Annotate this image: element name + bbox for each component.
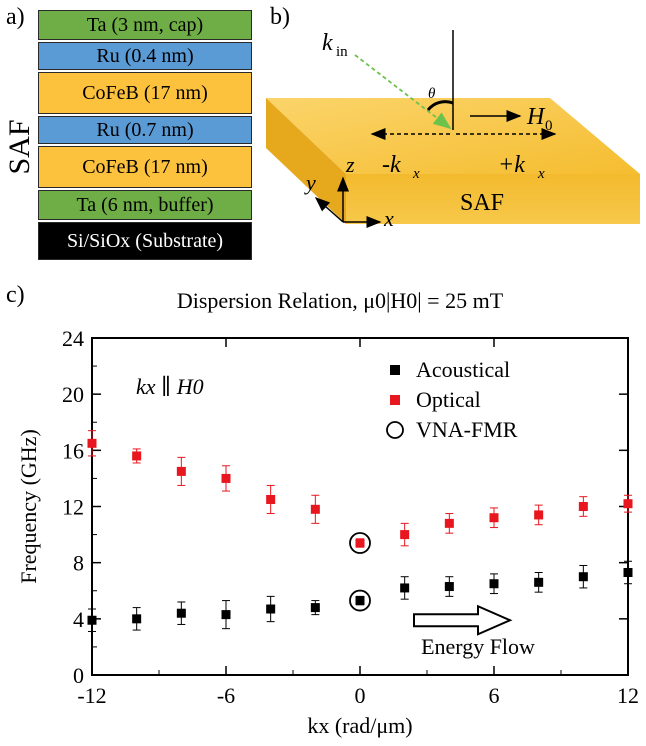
axis-y-text: y — [304, 170, 316, 195]
y-tick-label: 24 — [62, 326, 84, 351]
x-axis-label: kx (rad/μm) — [307, 713, 412, 738]
y-tick-label: 12 — [62, 495, 84, 520]
panel-b-label: b) — [270, 4, 290, 30]
theta-arc — [426, 100, 454, 111]
theta-text: θ — [428, 86, 436, 102]
layer-0: Ta (3 nm, cap) — [38, 10, 252, 40]
acoustical-point — [221, 610, 231, 620]
acoustical-point — [534, 577, 544, 587]
k-in-arrow — [354, 54, 452, 130]
y-axis-label: Frequency (GHz) — [16, 429, 41, 584]
optical-point — [221, 473, 231, 483]
vna-fmr-marker — [349, 532, 371, 554]
pos-kx-sub: x — [537, 166, 545, 182]
x-tick-label: 6 — [489, 683, 500, 708]
x-tick-label: -6 — [217, 683, 235, 708]
panel-a-label: a) — [6, 4, 25, 30]
x-tick-label: -12 — [77, 683, 106, 708]
energy-flow-label: Energy Flow — [421, 634, 535, 659]
y-tick-label: 0 — [73, 663, 84, 688]
optical-point — [534, 510, 544, 520]
y-tick-label: 20 — [62, 382, 84, 407]
optical-point — [310, 504, 320, 514]
h0-sub: 0 — [545, 118, 553, 134]
k-in-sub: in — [336, 44, 348, 60]
acoustical-point — [87, 615, 97, 625]
x-tick-label: 12 — [617, 683, 639, 708]
acoustical-point — [623, 567, 633, 577]
optical-point — [623, 499, 633, 509]
optical-point — [132, 451, 142, 461]
layer-6: Si/SiOx (Substrate) — [38, 222, 252, 260]
acoustical-point — [578, 572, 588, 582]
x-tick-label: 0 — [355, 683, 366, 708]
optical-point — [444, 518, 454, 528]
axis-z-text: z — [345, 152, 355, 177]
acoustical-point — [176, 608, 186, 618]
acoustical-point — [266, 604, 276, 614]
panel-c-label: c) — [6, 282, 25, 308]
acoustical-point — [355, 596, 365, 606]
acoustical-point — [444, 582, 454, 592]
y-tick-label: 16 — [62, 438, 84, 463]
legend-swatch — [386, 421, 404, 439]
axis-x-text: x — [383, 206, 394, 231]
acoustical-point — [400, 583, 410, 593]
neg-kx-sub: x — [412, 166, 420, 182]
optical-point — [578, 502, 588, 511]
layer-2: CoFeB (17 nm) — [38, 72, 252, 114]
slab-label: SAF — [460, 190, 504, 216]
optical-point — [176, 466, 186, 476]
legend-label: Optical — [416, 387, 481, 412]
acoustical-point — [489, 579, 499, 589]
vna-fmr-marker — [349, 589, 371, 612]
legend-swatch — [390, 365, 400, 375]
slab-top — [266, 98, 640, 174]
parallel-annotation: kx ∥ H0 — [136, 374, 204, 399]
optical-point — [266, 494, 276, 504]
legend-swatch — [390, 395, 400, 405]
optical-point — [489, 513, 499, 523]
layer-4: CoFeB (17 nm) — [38, 146, 252, 188]
slab-front — [346, 174, 640, 224]
y-tick-label: 4 — [73, 607, 84, 632]
energy-flow-arrow — [413, 604, 513, 636]
chart-title: Dispersion Relation, μ0|H0| = 25 mT — [177, 288, 504, 313]
k-in-text: k — [322, 30, 333, 56]
neg-kx-text: -k — [382, 152, 401, 178]
acoustical-point — [310, 603, 320, 613]
h0-text: H — [526, 104, 546, 130]
legend-label: Acoustical — [416, 357, 510, 382]
optical-point — [400, 530, 410, 540]
layer-5: Ta (6 nm, buffer) — [38, 190, 252, 220]
legend-label: VNA-FMR — [416, 417, 518, 442]
y-tick-label: 8 — [73, 551, 84, 576]
acoustical-point — [132, 614, 142, 624]
slab-left-side — [266, 98, 346, 224]
optical-point — [87, 438, 97, 448]
pos-kx-text: +k — [498, 152, 525, 178]
layer-3: Ru (0.7 nm) — [38, 116, 252, 144]
layer-1: Ru (0.4 nm) — [38, 42, 252, 70]
slab-diagram: k in θ H 0 -k x +k x SAF z y x — [266, 30, 640, 231]
dispersion-chart: Dispersion Relation, μ0|H0| = 25 mT -12 -… — [16, 288, 639, 738]
axis-y-line — [314, 197, 344, 223]
optical-point — [355, 538, 365, 548]
